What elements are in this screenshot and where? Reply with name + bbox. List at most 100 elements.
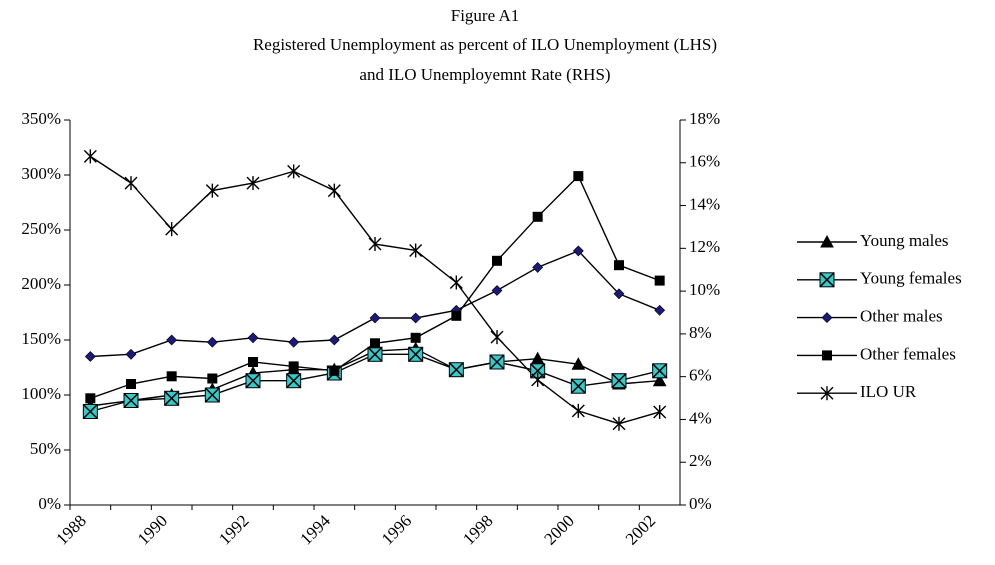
marker-shape — [654, 304, 666, 316]
marker-shape — [489, 354, 505, 370]
marker-shape — [570, 378, 586, 394]
legend-label: Other females — [860, 344, 956, 363]
y-tick-label: 0% — [38, 494, 61, 513]
data-point — [245, 373, 261, 389]
data-point — [531, 372, 545, 387]
data-point — [572, 245, 584, 257]
marker-shape — [532, 261, 544, 273]
data-point — [530, 351, 545, 365]
marker-shape — [822, 350, 832, 361]
marker-shape — [614, 260, 624, 271]
legend-marker — [819, 272, 835, 288]
marker-shape — [123, 392, 139, 409]
data-point — [205, 183, 219, 198]
marker-shape — [652, 363, 668, 379]
marker-shape — [573, 171, 584, 182]
data-point — [492, 255, 502, 266]
marker-shape — [654, 275, 665, 286]
marker-shape — [327, 183, 341, 198]
data-point — [409, 243, 423, 258]
data-point — [246, 176, 260, 191]
data-point — [612, 416, 626, 431]
marker-shape — [245, 373, 261, 389]
chart-title: Figure A1 — [451, 6, 519, 25]
y-tick-label: 350% — [21, 109, 61, 128]
data-point — [327, 183, 341, 198]
marker-shape — [164, 390, 180, 406]
y2-tick-label: 2% — [689, 451, 712, 470]
x-tick-label: 1992 — [215, 511, 252, 548]
marker-shape — [248, 357, 258, 367]
legend-marker — [820, 234, 834, 248]
marker-shape — [85, 393, 96, 404]
marker-shape — [82, 403, 98, 420]
x-tick-label: 1994 — [296, 511, 334, 549]
legend-marker — [822, 350, 832, 361]
x-tick-label: 2000 — [540, 511, 577, 548]
data-point — [287, 164, 301, 179]
data-point — [207, 373, 218, 384]
marker-shape — [571, 357, 586, 370]
data-point — [286, 373, 302, 389]
data-point — [369, 312, 381, 324]
data-point — [489, 354, 505, 370]
marker-shape — [288, 336, 300, 348]
data-point — [449, 275, 463, 290]
data-point — [491, 285, 503, 296]
data-point — [83, 149, 97, 164]
data-point — [571, 357, 586, 370]
data-point — [571, 403, 585, 418]
data-point — [288, 336, 300, 348]
marker-shape — [247, 332, 259, 344]
marker-shape — [166, 334, 178, 346]
data-point — [370, 338, 380, 349]
y2-tick-label: 4% — [689, 408, 712, 427]
y-tick-label: 150% — [21, 329, 61, 348]
legend-label: ILO UR — [860, 382, 917, 401]
data-point — [654, 304, 666, 316]
legend-label: Young males — [860, 231, 948, 250]
data-point — [126, 379, 136, 389]
y2-tick-label: 14% — [689, 194, 720, 213]
marker-shape — [126, 379, 136, 389]
data-point — [451, 310, 462, 321]
y2-tick-label: 8% — [689, 323, 712, 342]
data-point — [653, 404, 667, 419]
marker-shape — [572, 245, 584, 257]
y-tick-label: 200% — [21, 274, 61, 293]
data-point — [532, 211, 543, 222]
data-point — [613, 288, 625, 300]
legend-marker — [821, 312, 833, 324]
data-point — [367, 346, 383, 362]
marker-shape — [410, 312, 422, 324]
data-point — [164, 390, 180, 406]
y2-tick-label: 0% — [689, 494, 712, 513]
data-point — [570, 378, 586, 394]
legend-label: Other males — [860, 307, 943, 326]
marker-shape — [451, 310, 462, 321]
data-point — [85, 393, 96, 404]
marker-shape — [492, 255, 502, 266]
x-tick-label: 1988 — [52, 511, 89, 548]
marker-shape — [204, 387, 220, 403]
y-tick-label: 100% — [21, 384, 61, 403]
marker-shape — [409, 243, 423, 258]
marker-shape — [820, 386, 834, 401]
data-point — [166, 371, 177, 382]
marker-shape — [125, 348, 137, 360]
data-point — [614, 260, 624, 271]
marker-shape — [368, 237, 382, 252]
data-point — [247, 332, 259, 344]
y2-tick-label: 18% — [689, 109, 720, 128]
data-point — [84, 351, 96, 362]
marker-shape — [653, 404, 667, 419]
marker-shape — [84, 351, 96, 362]
data-point — [410, 332, 421, 343]
marker-shape — [820, 234, 834, 248]
marker-shape — [532, 211, 543, 222]
marker-shape — [328, 334, 340, 346]
data-point — [410, 312, 422, 324]
marker-shape — [124, 176, 138, 191]
x-tick-label: 1996 — [378, 511, 415, 548]
